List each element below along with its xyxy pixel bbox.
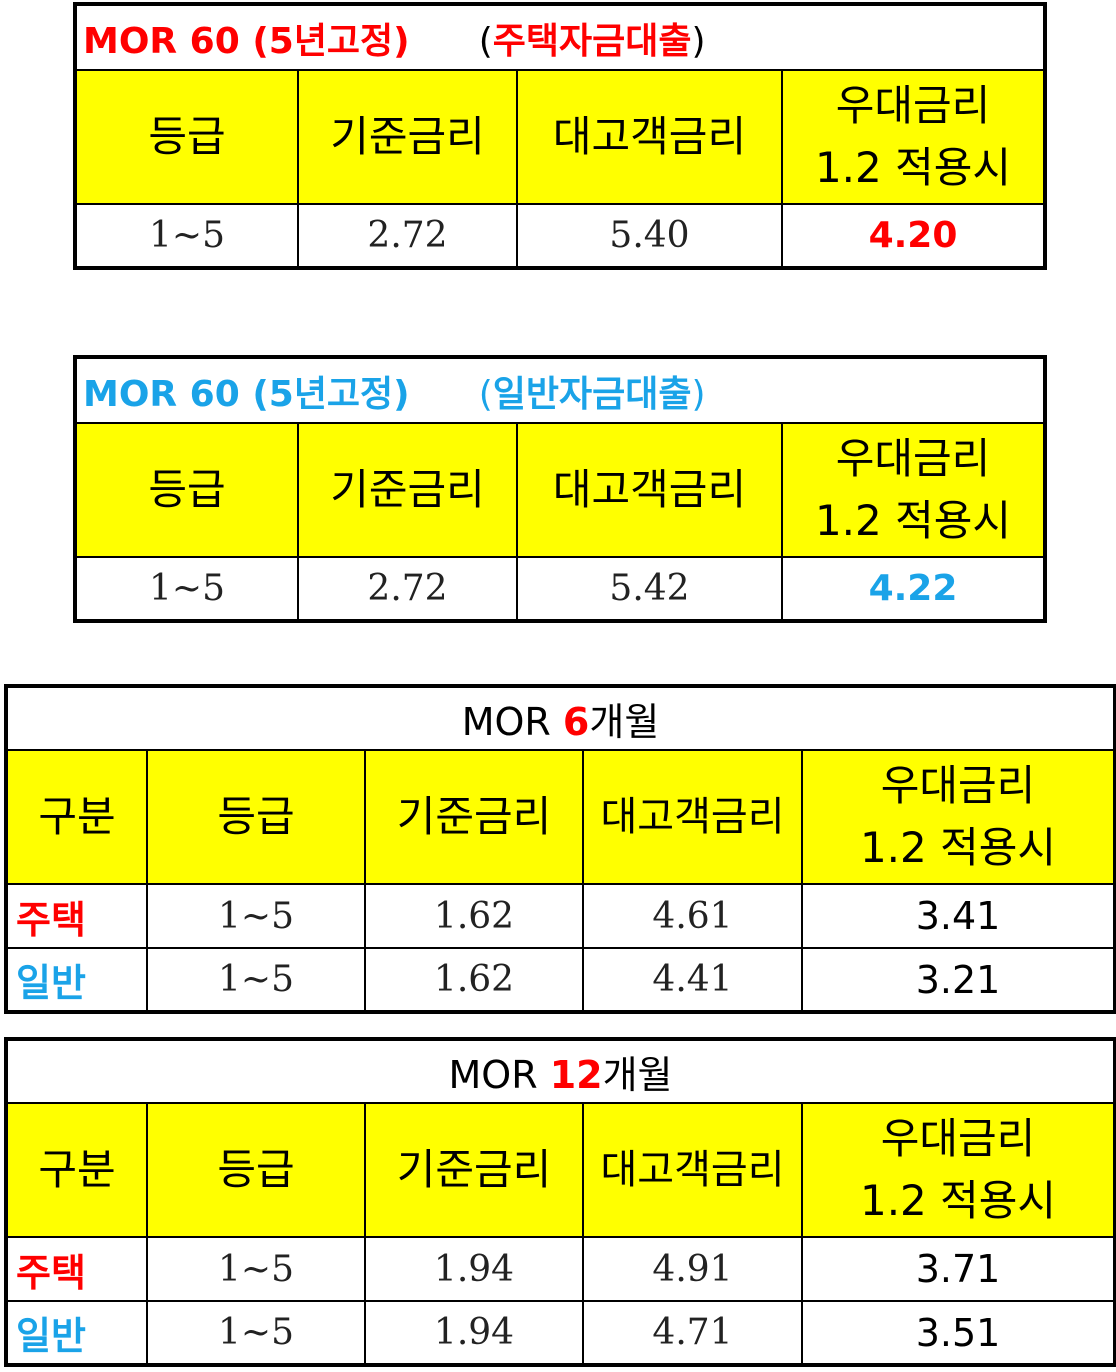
- cell-customer-rate: 4.41: [582, 947, 803, 1013]
- title-main: MOR 60 (5년고정): [83, 373, 410, 415]
- table-title: MOR 60 (5년고정) (일반자금대출): [74, 356, 1046, 424]
- header-preferential-rate: 우대금리 1.2 적용시: [781, 422, 1046, 558]
- cell-customer-rate: 4.61: [582, 883, 803, 949]
- cell-category: 주택: [5, 883, 148, 949]
- mor60-general-table: MOR 60 (5년고정) (일반자금대출) 등급 기준금리 대고객금리 우대금…: [73, 355, 1047, 623]
- title-sub: 일반자금대출: [492, 373, 692, 415]
- header-customer-rate: 대고객금리: [516, 69, 783, 205]
- mor60-housing-table: MOR 60 (5년고정) (주택자금대출) 등급 기준금리 대고객금리 우대금…: [73, 2, 1047, 270]
- cell-customer-rate: 4.71: [582, 1300, 803, 1366]
- table-row: 일반 1~5 1.62 4.41 3.21: [5, 947, 1116, 1013]
- table-title: MOR 6개월: [5, 685, 1116, 751]
- table-row: 일반 1~5 1.94 4.71 3.51: [5, 1300, 1116, 1366]
- header-category: 구분: [5, 749, 148, 885]
- cell-grade: 1~5: [74, 203, 299, 269]
- table-title: MOR 60 (5년고정) (주택자금대출): [74, 3, 1046, 71]
- cell-base-rate: 2.72: [297, 203, 518, 269]
- header-preferential-rate: 우대금리 1.2 적용시: [781, 69, 1046, 205]
- cell-preferential-rate: 3.51: [800, 1300, 1116, 1366]
- cell-base-rate: 2.72: [297, 556, 518, 622]
- cell-category: 일반: [5, 1300, 148, 1366]
- cell-customer-rate: 5.42: [516, 556, 783, 622]
- cell-base-rate: 1.94: [364, 1300, 584, 1366]
- header-base-rate: 기준금리: [297, 69, 518, 205]
- title-main: MOR 60 (5년고정): [83, 20, 410, 62]
- cell-grade: 1~5: [146, 1236, 366, 1302]
- cell-base-rate: 1.62: [364, 883, 584, 949]
- cell-customer-rate: 4.91: [582, 1236, 803, 1302]
- header-base-rate: 기준금리: [364, 1102, 584, 1238]
- header-customer-rate: 대고객금리: [582, 1102, 803, 1238]
- cell-grade: 1~5: [146, 1300, 366, 1366]
- mor-6-month-table: MOR 6개월 구분 등급 기준금리 대고객금리 우대금리 1.2 적용시 주택…: [4, 684, 1116, 1014]
- cell-category: 일반: [5, 947, 148, 1013]
- cell-category: 주택: [5, 1236, 148, 1302]
- cell-preferential-rate: 4.20: [781, 203, 1046, 269]
- cell-grade: 1~5: [146, 883, 366, 949]
- cell-customer-rate: 5.40: [516, 203, 783, 269]
- header-grade: 등급: [74, 69, 299, 205]
- cell-grade: 1~5: [146, 947, 366, 1013]
- cell-base-rate: 1.94: [364, 1236, 584, 1302]
- cell-preferential-rate: 3.41: [801, 883, 1116, 949]
- cell-preferential-rate: 3.21: [801, 947, 1116, 1013]
- cell-preferential-rate: 3.71: [800, 1236, 1116, 1302]
- header-grade: 등급: [146, 1102, 366, 1238]
- cell-grade: 1~5: [74, 556, 299, 622]
- cell-base-rate: 1.62: [364, 947, 584, 1013]
- mor-12-month-table: MOR 12개월 구분 등급 기준금리 대고객금리 우대금리 1.2 적용시 주…: [4, 1037, 1116, 1367]
- header-base-rate: 기준금리: [297, 422, 518, 558]
- header-customer-rate: 대고객금리: [516, 422, 783, 558]
- header-base-rate: 기준금리: [364, 749, 584, 885]
- header-customer-rate: 대고객금리: [582, 749, 803, 885]
- header-preferential-rate: 우대금리 1.2 적용시: [800, 1102, 1116, 1238]
- title-sub: 주택자금대출: [492, 20, 692, 62]
- table-title: MOR 12개월: [4, 1038, 1116, 1104]
- cell-preferential-rate: 4.22: [781, 556, 1046, 622]
- table-row: 주택 1~5 1.94 4.91 3.71: [5, 1236, 1116, 1302]
- table-row: 주택 1~5 1.62 4.61 3.41: [5, 883, 1116, 949]
- header-category: 구분: [5, 1102, 148, 1238]
- header-grade: 등급: [146, 749, 366, 885]
- header-preferential-rate: 우대금리 1.2 적용시: [801, 749, 1116, 885]
- header-grade: 등급: [74, 422, 299, 558]
